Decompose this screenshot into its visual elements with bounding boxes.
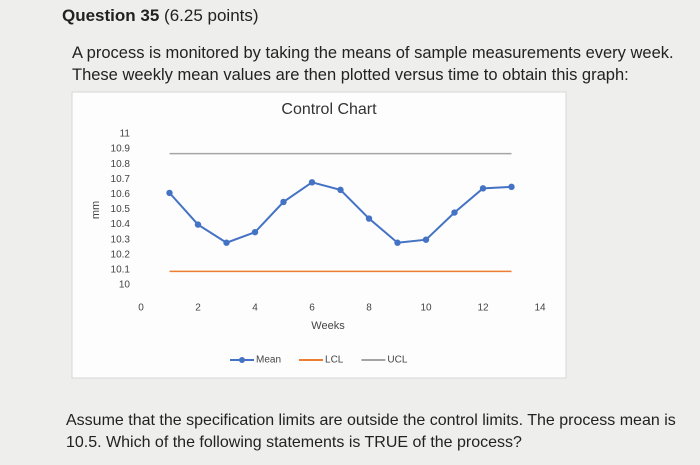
data-point bbox=[166, 189, 173, 197]
data-point bbox=[337, 186, 344, 194]
data-point bbox=[394, 239, 401, 246]
legend-label: Mean bbox=[256, 355, 281, 366]
x-tick-label: 12 bbox=[477, 303, 489, 314]
question-text: A process is monitored by taking the mea… bbox=[72, 44, 674, 84]
legend-label: LCL bbox=[325, 355, 344, 366]
y-tick-label: 10.5 bbox=[111, 204, 131, 215]
data-point bbox=[223, 239, 230, 246]
x-tick-label: 2 bbox=[195, 303, 201, 314]
y-tick-label: 11 bbox=[120, 129, 131, 140]
question-points: (6.25 points) bbox=[164, 6, 259, 25]
data-point bbox=[365, 215, 373, 222]
legend-marker bbox=[239, 357, 245, 363]
data-point bbox=[422, 236, 430, 243]
x-axis-label: Weeks bbox=[311, 320, 345, 332]
question-title: Question 35 bbox=[62, 6, 160, 25]
y-tick-label: 10.1 bbox=[111, 265, 131, 276]
x-tick-label: 6 bbox=[309, 303, 315, 314]
chart-area bbox=[71, 91, 567, 379]
y-tick-label: 10.7 bbox=[111, 174, 131, 185]
y-tick-label: 10.4 bbox=[111, 219, 131, 230]
question-header: Question 35 (6.25 points) bbox=[62, 6, 259, 26]
y-tick-label: 10.3 bbox=[111, 234, 131, 245]
question-prompt: Assume that the specification limits are… bbox=[66, 412, 676, 451]
data-point bbox=[451, 209, 458, 216]
data-point bbox=[479, 185, 487, 192]
legend-label: UCL bbox=[387, 355, 407, 366]
y-tick-label: 10.8 bbox=[111, 159, 131, 170]
x-tick-label: 0 bbox=[138, 303, 144, 314]
chart-title: Control Chart bbox=[281, 101, 377, 118]
x-tick-label: 8 bbox=[366, 303, 372, 314]
y-tick-label: 10.2 bbox=[111, 249, 131, 260]
data-point bbox=[308, 179, 316, 186]
x-tick-label: 4 bbox=[252, 303, 258, 314]
data-point bbox=[251, 228, 259, 236]
x-tick-label: 14 bbox=[534, 303, 546, 314]
data-point bbox=[280, 198, 287, 206]
data-point bbox=[508, 183, 515, 191]
y-axis-label: mm bbox=[90, 201, 102, 219]
y-tick-label: 10 bbox=[119, 280, 131, 291]
x-tick-label: 10 bbox=[420, 303, 432, 314]
y-tick-label: 10.9 bbox=[111, 144, 131, 155]
chart: Control Chart Weeks mm 10 10.1 10.2 10.3 10.… bbox=[71, 91, 567, 379]
data-point bbox=[194, 221, 202, 228]
y-tick-label: 10.6 bbox=[111, 189, 131, 200]
